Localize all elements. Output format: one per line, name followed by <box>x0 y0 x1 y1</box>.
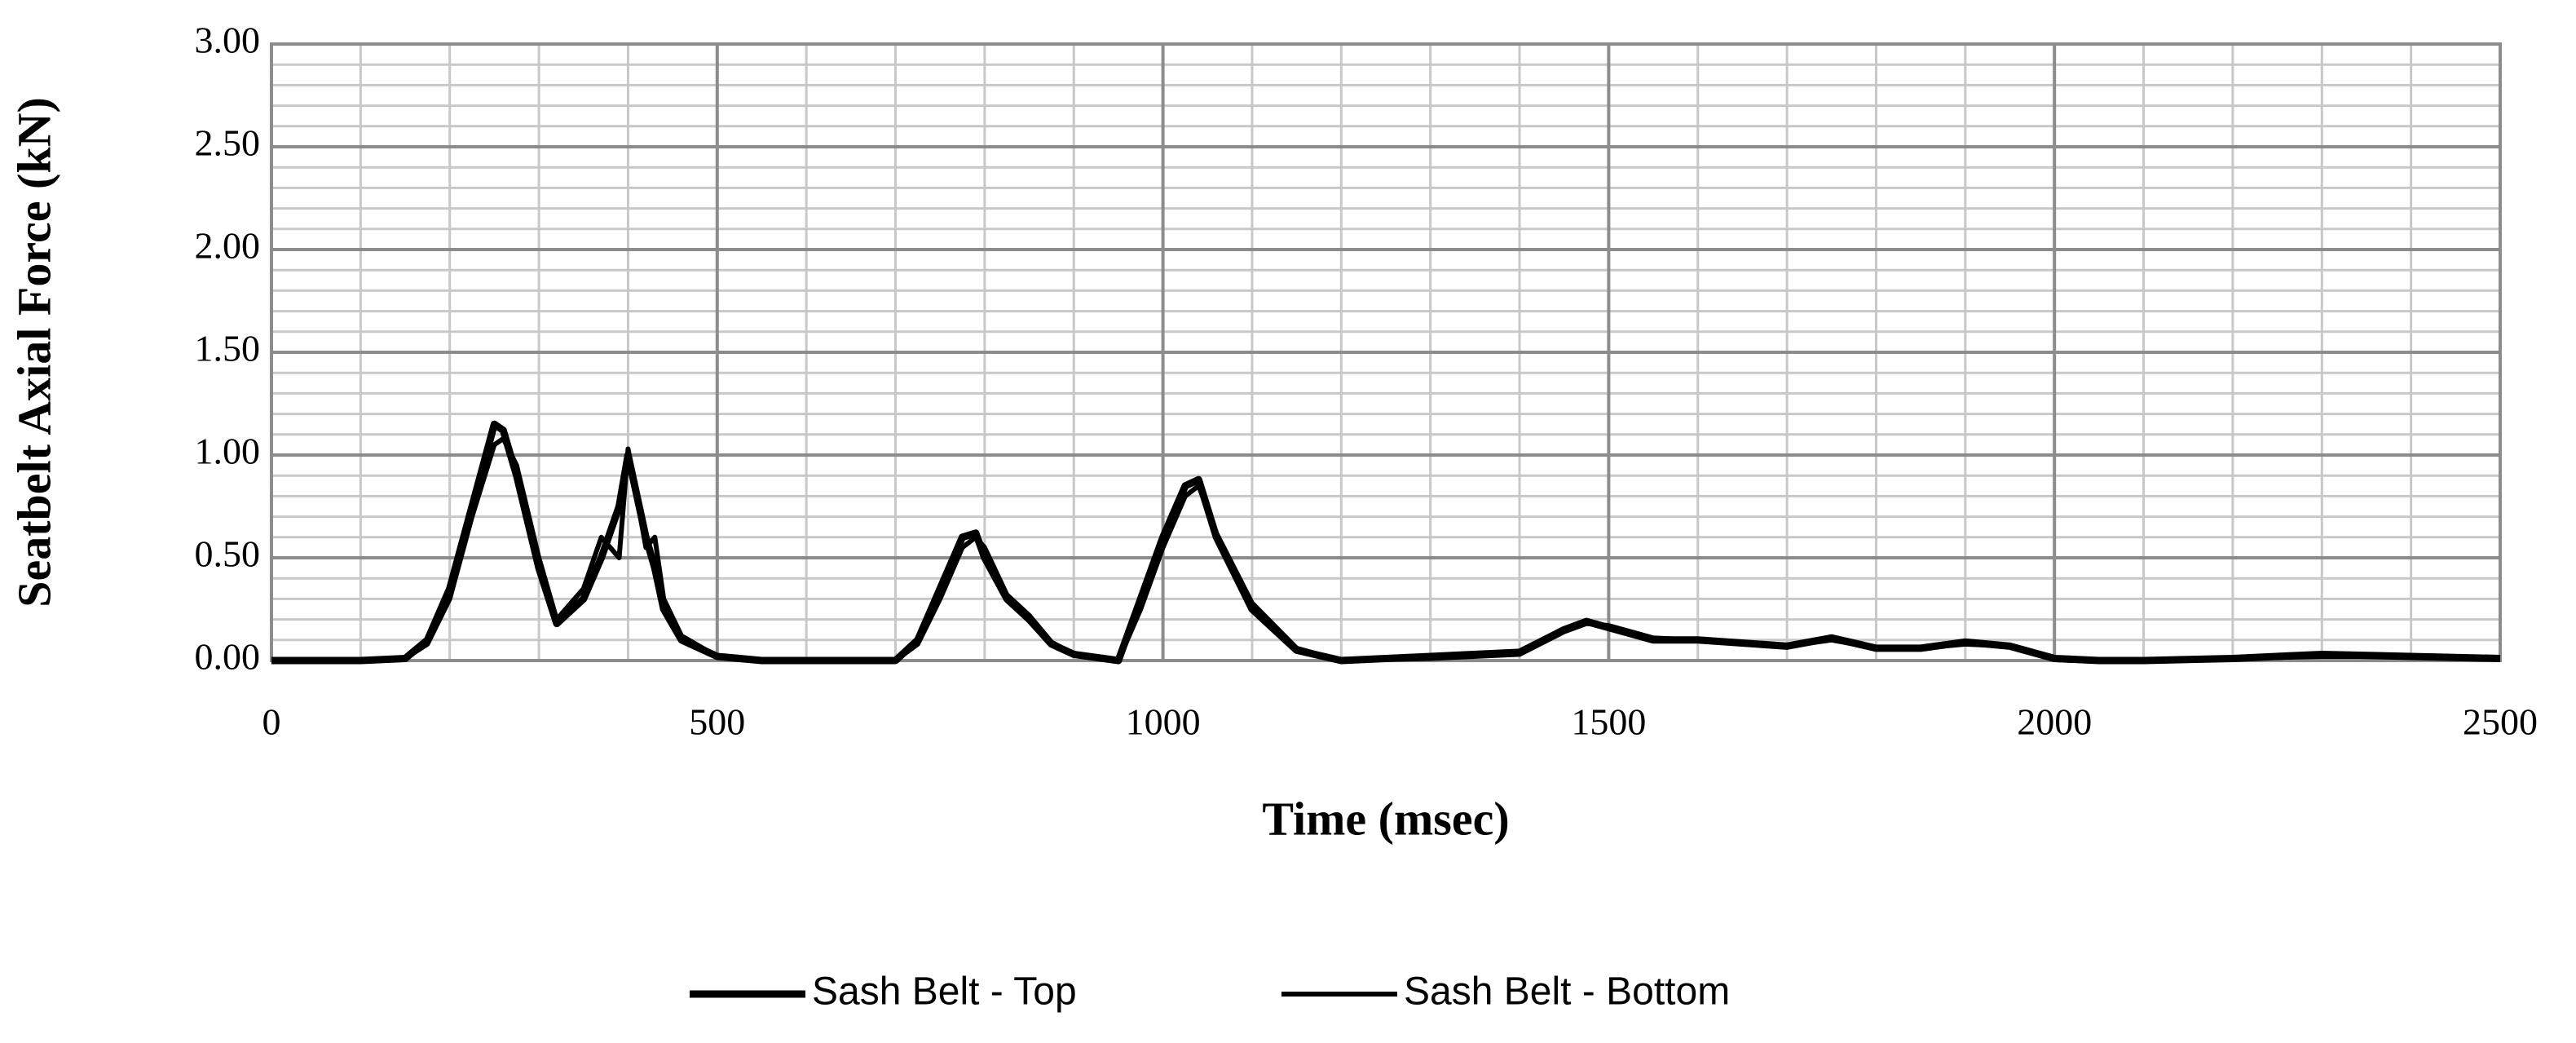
y-tick-label: 3.00 <box>195 20 261 61</box>
y-axis-title: Seatbelt Axial Force (kN) <box>7 97 60 608</box>
x-tick-label: 2000 <box>2017 701 2092 743</box>
legend-label: Sash Belt - Bottom <box>1404 970 1730 1014</box>
y-tick-label: 0.50 <box>195 533 261 575</box>
y-tick-label: 2.00 <box>195 225 261 267</box>
y-tick-label: 2.50 <box>195 122 261 164</box>
x-tick-label: 2500 <box>2463 701 2538 743</box>
y-tick-label: 1.00 <box>195 431 261 472</box>
x-tick-label: 500 <box>689 701 745 743</box>
x-tick-label: 1000 <box>1126 701 1201 743</box>
y-tick-label: 1.50 <box>195 328 261 369</box>
x-axis-title: Time (msec) <box>1262 792 1509 845</box>
series-line <box>271 435 2501 663</box>
y-tick-label: 0.00 <box>195 636 261 678</box>
x-tick-label: 1500 <box>1571 701 1646 743</box>
x-tick-label: 0 <box>262 701 281 743</box>
legend-label: Sash Belt - Top <box>812 970 1077 1014</box>
